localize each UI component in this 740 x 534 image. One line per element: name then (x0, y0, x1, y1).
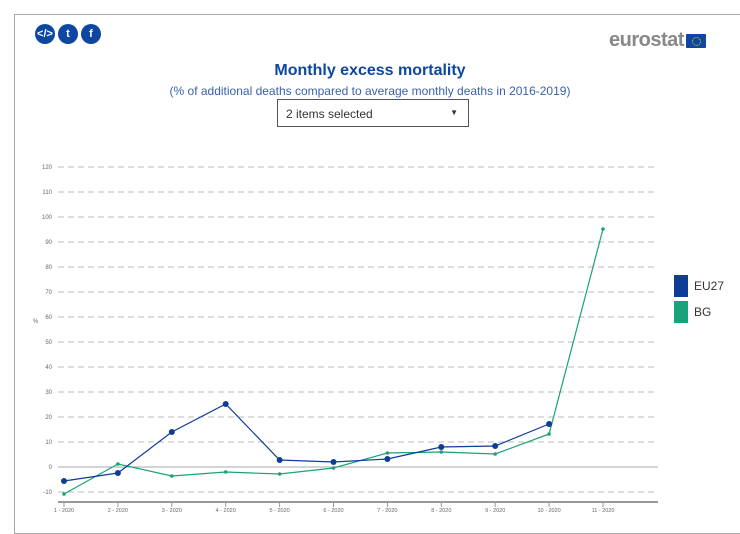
share-icons: </> t f (35, 24, 101, 44)
x-tick-label: 6 - 2020 (323, 508, 343, 514)
eurostat-logo[interactable]: eurostat (609, 29, 706, 52)
data-point-eu27 (61, 478, 67, 484)
data-point-bg (493, 452, 498, 456)
x-tick-label: 4 - 2020 (216, 508, 236, 514)
embed-icon[interactable]: </> (35, 24, 55, 44)
legend-item-bg[interactable]: BG (674, 301, 724, 323)
caret-down-icon: ▼ (450, 108, 458, 117)
data-point-bg (170, 474, 174, 478)
facebook-icon[interactable]: f (81, 24, 101, 44)
legend: EU27 BG (674, 275, 724, 327)
y-tick-label: 20 (45, 415, 52, 421)
legend-swatch (674, 301, 688, 323)
y-tick-label: 40 (45, 365, 52, 371)
data-point-eu27 (222, 401, 229, 407)
x-tick-label: 7 - 2020 (377, 508, 397, 514)
x-tick-label: 11 - 2020 (592, 508, 615, 514)
data-point-bg (277, 472, 282, 476)
y-tick-label: 30 (45, 390, 52, 396)
legend-label: EU27 (694, 279, 725, 293)
country-select[interactable]: 2 items selected ▼ (277, 99, 469, 127)
select-value: 2 items selected (286, 107, 373, 121)
data-point-eu27 (438, 444, 445, 450)
data-point-bg (62, 492, 66, 496)
y-tick-label: -10 (43, 490, 52, 496)
y-tick-label: 110 (42, 190, 52, 196)
line-chart: -10 0 10 20 30 40 50 60 70 80 90 100 110 120% 1 - 2020… (33, 165, 658, 514)
y-tick-label: 50 (45, 340, 52, 346)
data-point-bg (116, 462, 120, 466)
series-line-eu27 (63, 403, 550, 482)
y-tick-label: 60 (45, 315, 52, 321)
data-point-bg (439, 450, 444, 454)
logo-text: eurostat (609, 29, 684, 51)
data-point-eu27 (168, 429, 175, 435)
data-point-bg (223, 470, 228, 474)
y-axis-label: % (33, 319, 39, 325)
data-point-bg (331, 466, 336, 470)
data-point-eu27 (384, 456, 391, 462)
series-line-bg (63, 228, 604, 495)
legend-label: BG (694, 305, 712, 319)
data-point-eu27 (330, 459, 337, 465)
data-point-bg (601, 227, 605, 231)
x-tick-label: 3 - 2020 (162, 508, 182, 514)
data-point-eu27 (276, 457, 283, 463)
twitter-icon[interactable]: t (58, 24, 78, 44)
x-tick-label: 1 - 2020 (54, 508, 74, 514)
y-tick-label: 120 (42, 165, 53, 171)
data-point-bg (385, 451, 390, 455)
chart-title: Monthly excess mortality (274, 62, 466, 79)
y-tick-label: 100 (42, 215, 53, 221)
y-tick-label: 0 (49, 465, 53, 471)
data-point-eu27 (492, 443, 499, 449)
data-point-bg (547, 432, 551, 436)
legend-item-eu27[interactable]: EU27 (674, 275, 724, 297)
data-point-eu27 (546, 421, 553, 427)
legend-swatch (674, 275, 688, 297)
y-tick-label: 70 (45, 290, 52, 296)
data-point-eu27 (114, 470, 121, 476)
y-tick-label: 90 (45, 240, 52, 246)
eu-flag-icon (685, 33, 706, 48)
x-tick-label: 10 - 2020 (537, 508, 560, 514)
x-tick-label: 2 - 2020 (108, 508, 128, 514)
y-tick-label: 10 (45, 440, 52, 446)
x-tick-label: 9 - 2020 (485, 508, 505, 514)
chart-subtitle: (% of additional deaths compared to aver… (169, 84, 571, 98)
y-tick-label: 80 (45, 265, 52, 271)
x-tick-label: 8 - 2020 (431, 508, 451, 514)
x-tick-label: 5 - 2020 (270, 508, 290, 514)
